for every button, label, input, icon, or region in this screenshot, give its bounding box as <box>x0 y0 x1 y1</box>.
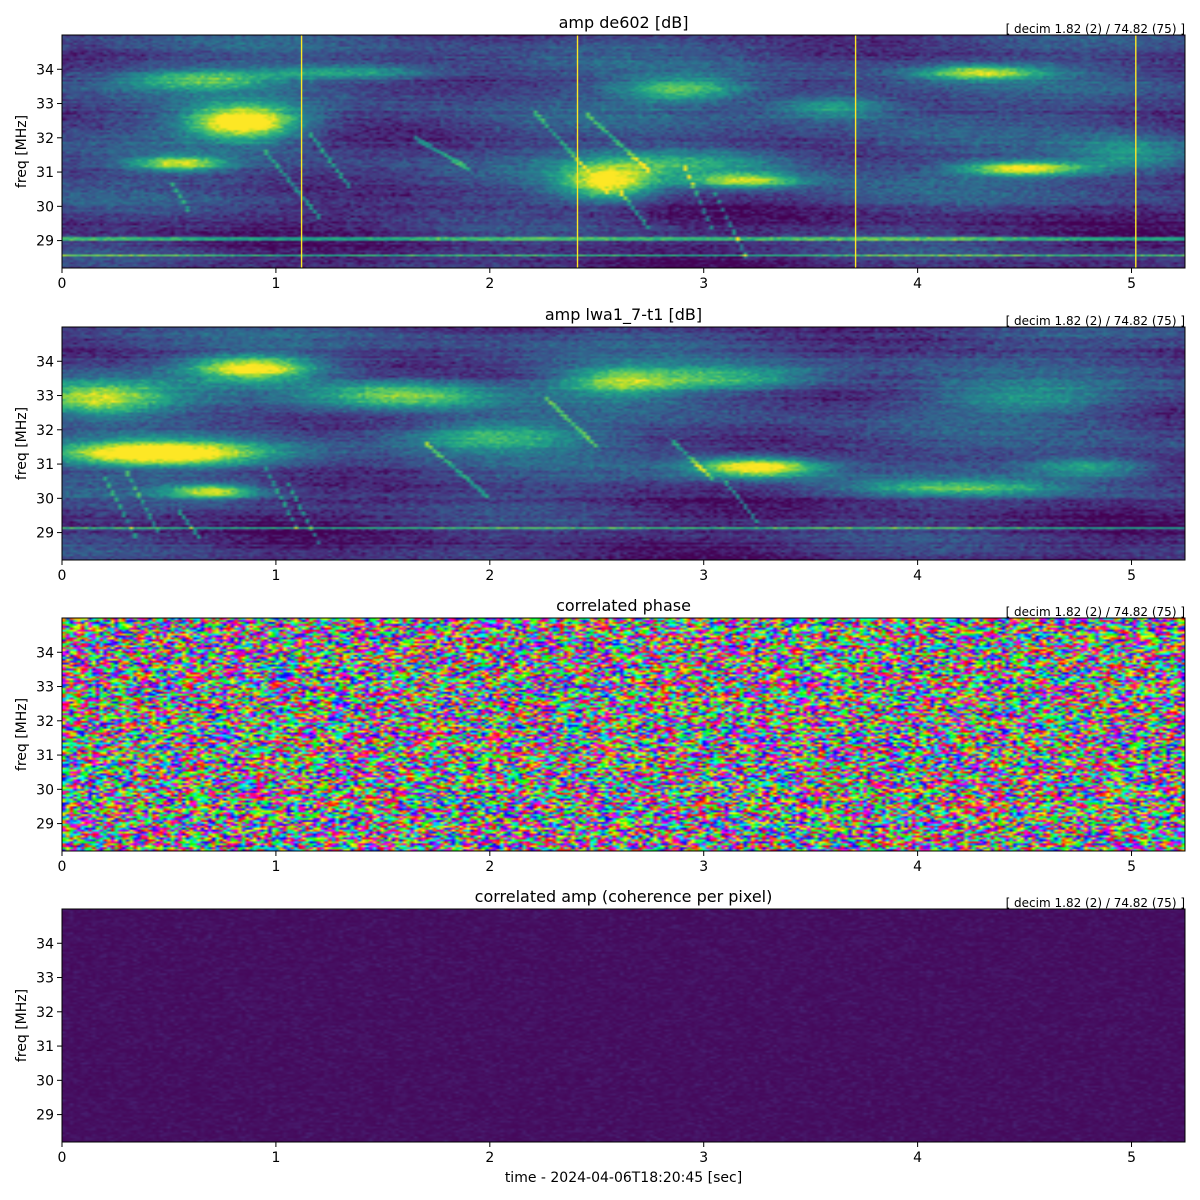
x-tick-label: 5 <box>1127 276 1136 292</box>
x-tick-label: 0 <box>58 276 67 292</box>
y-tick-label: 30 <box>36 1073 54 1089</box>
y-tick-label: 34 <box>36 62 54 78</box>
y-tick-label: 29 <box>36 526 54 542</box>
decim-annotation: [ decim 1.82 (2) / 74.82 (75) ] <box>1006 896 1185 910</box>
y-tick-label: 33 <box>36 389 54 405</box>
y-tick-label: 34 <box>36 354 54 370</box>
x-tick-label: 1 <box>271 568 280 584</box>
x-tick-label: 1 <box>271 1150 280 1166</box>
y-tick-label: 33 <box>36 97 54 113</box>
panel-title: amp de602 [dB] <box>559 13 689 32</box>
y-axis-label: freq [MHz] <box>14 698 30 771</box>
y-tick-label: 31 <box>36 1039 54 1055</box>
y-tick-label: 32 <box>36 1005 54 1021</box>
plot-frame <box>61 326 1186 561</box>
heatmap-image <box>62 35 1185 268</box>
x-tick-label: 4 <box>913 568 922 584</box>
heatmap-image <box>62 327 1185 560</box>
x-tick-label: 3 <box>699 568 708 584</box>
x-tick-label: 3 <box>699 859 708 875</box>
x-tick-label: 1 <box>271 859 280 875</box>
heatmap-image <box>62 909 1185 1142</box>
x-tick-label: 0 <box>58 859 67 875</box>
y-tick-label: 29 <box>36 234 54 250</box>
decim-annotation: [ decim 1.82 (2) / 74.82 (75) ] <box>1006 605 1185 619</box>
panel-title: amp lwa1_7-t1 [dB] <box>545 305 702 325</box>
y-tick-label: 32 <box>36 423 54 439</box>
y-tick-label: 32 <box>36 714 54 730</box>
y-tick-label: 29 <box>36 1108 54 1124</box>
y-tick-label: 31 <box>36 165 54 181</box>
x-tick-label: 2 <box>485 276 494 292</box>
x-tick-label: 5 <box>1127 1150 1136 1166</box>
y-tick-label: 31 <box>36 457 54 473</box>
heatmap-image <box>62 618 1185 851</box>
x-tick-label: 2 <box>485 568 494 584</box>
x-tick-label: 2 <box>485 1150 494 1166</box>
y-tick-label: 31 <box>36 748 54 764</box>
panel-3: correlated phase [ decim 1.82 (2) / 74.82… <box>14 596 1186 875</box>
y-axis-label: freq [MHz] <box>14 407 30 480</box>
decim-annotation: [ decim 1.82 (2) / 74.82 (75) ] <box>1006 314 1185 328</box>
y-axis-label: freq [MHz] <box>14 989 30 1062</box>
panel-2: amp lwa1_7-t1 [dB] [ decim 1.82 (2) / 74.… <box>14 305 1186 584</box>
y-tick-label: 29 <box>36 817 54 833</box>
y-tick-label: 32 <box>36 131 54 147</box>
panel-title: correlated amp (coherence per pixel) <box>475 887 773 906</box>
panel-title: correlated phase <box>556 596 691 615</box>
x-tick-label: 2 <box>485 859 494 875</box>
panel-1: amp de602 [dB] [ decim 1.82 (2) / 74.82 (… <box>14 13 1186 292</box>
y-tick-label: 30 <box>36 782 54 798</box>
plot-frame <box>61 34 1186 269</box>
x-tick-label: 4 <box>913 1150 922 1166</box>
y-tick-label: 30 <box>36 491 54 507</box>
y-tick-label: 30 <box>36 199 54 215</box>
panel-4: correlated amp (coherence per pixel) [ de… <box>14 887 1186 1186</box>
x-tick-label: 3 <box>699 276 708 292</box>
plot-frame <box>61 617 1186 852</box>
decim-annotation: [ decim 1.82 (2) / 74.82 (75) ] <box>1006 22 1185 36</box>
y-tick-label: 33 <box>36 680 54 696</box>
x-tick-label: 4 <box>913 276 922 292</box>
y-tick-label: 33 <box>36 971 54 987</box>
y-tick-label: 34 <box>36 645 54 661</box>
x-axis-label: time - 2024-04-06T18:20:45 [sec] <box>505 1170 742 1186</box>
x-tick-label: 0 <box>58 568 67 584</box>
x-tick-label: 4 <box>913 859 922 875</box>
y-tick-label: 34 <box>36 936 54 952</box>
x-tick-label: 5 <box>1127 568 1136 584</box>
x-tick-label: 1 <box>271 276 280 292</box>
y-axis-label: freq [MHz] <box>14 115 30 188</box>
x-tick-label: 3 <box>699 1150 708 1166</box>
x-tick-label: 0 <box>58 1150 67 1166</box>
plot-frame <box>61 908 1186 1143</box>
x-tick-label: 5 <box>1127 859 1136 875</box>
